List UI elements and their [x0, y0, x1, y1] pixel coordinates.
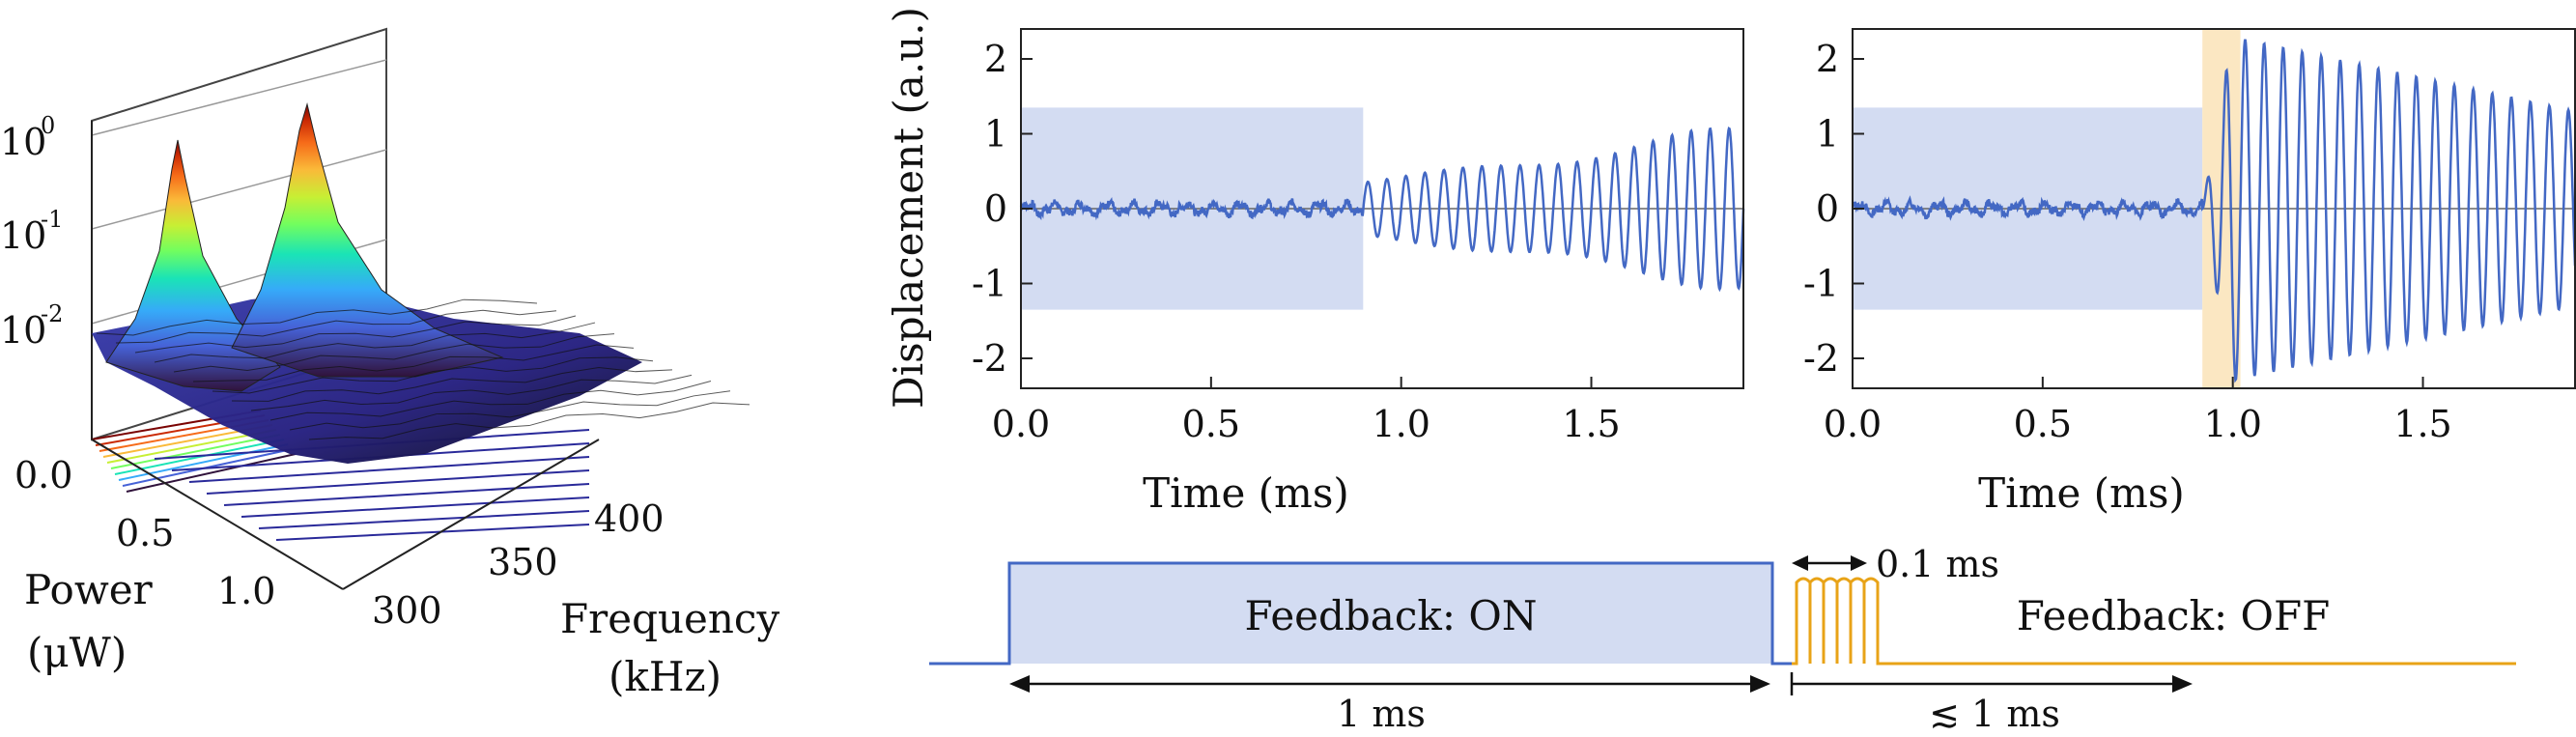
x-axis-label-line2: (kHz): [609, 653, 722, 700]
y-tick-label: -2: [972, 337, 1007, 380]
timing-diagram: Feedback: ON Feedback: OFF 0.1 ms 1 ms ≲…: [929, 543, 2516, 735]
x-tick-label: 400: [594, 497, 665, 540]
x-tick-label: 1.0: [1372, 403, 1430, 445]
arrowhead: [1792, 555, 1808, 571]
floor-projection-line: [206, 469, 590, 495]
y-tick-label: 0: [984, 187, 1007, 230]
mesh-line: [192, 344, 635, 383]
arrowhead: [1750, 675, 1770, 693]
mesh-line: [115, 309, 557, 344]
y-tick-label: 2: [984, 38, 1007, 80]
y-tick-label: 0.5: [116, 512, 174, 554]
surface-peak-2: [231, 102, 504, 378]
z-tick-exp: 0: [41, 112, 55, 139]
x-tick-label: 1.0: [2203, 403, 2261, 445]
feedback-on-box: [1009, 563, 1772, 664]
feedback-off-label: Feedback: OFF: [2017, 592, 2331, 639]
y-tick-label: 1: [984, 113, 1007, 156]
floor-projection-line: [258, 510, 590, 529]
y-tick-label: -2: [1803, 337, 1839, 380]
pulse-train: [1792, 577, 2516, 666]
floor-projection-line: [223, 483, 590, 506]
mesh-line: [269, 381, 712, 421]
y-tick-label: 2: [1816, 38, 1839, 80]
x-axis-label: Time (ms): [1978, 469, 2185, 517]
z-tick-label: 10 0: [0, 112, 55, 163]
x-tick-label: 0.0: [992, 403, 1050, 445]
on-duration-label: 1 ms: [1337, 693, 1426, 733]
mesh-line: [308, 402, 750, 440]
surface-mesh: [96, 298, 750, 440]
y-tick-label: 0: [1816, 187, 1839, 230]
arrowhead: [2172, 675, 2193, 693]
z-tick-label: 10 -2: [0, 300, 63, 352]
z-tick-exp: -1: [41, 206, 63, 233]
y-axis-label-line1: Power: [24, 566, 154, 613]
floor-projection-line: [114, 439, 285, 475]
floor-axis-y: [342, 439, 600, 590]
x-tick-label: 300: [372, 589, 442, 632]
data-series-line: [1019, 126, 1745, 293]
x-tick-label: 0.5: [1182, 403, 1240, 445]
floor-projection-line: [126, 453, 297, 493]
z-tick-base: 10: [0, 309, 46, 352]
floor-projection-line: [188, 456, 590, 483]
z-tick-exp: -2: [41, 300, 63, 327]
y-tick-label: 0.0: [14, 454, 72, 496]
floor-projection-line: [241, 496, 590, 518]
mesh-line: [231, 366, 673, 402]
mesh-line: [212, 356, 654, 394]
floor-projection-line: [110, 434, 281, 469]
mesh-line: [96, 298, 538, 336]
z-tick-base: 10: [0, 214, 46, 257]
mesh-line: [134, 315, 577, 354]
time-trace-feedback-on: 0.0 0.5 1.0 1.5 2 1 0 -1 -2: [972, 28, 1745, 445]
x-tick-label: 1.5: [1562, 403, 1620, 445]
data-series-line: [1852, 39, 2576, 383]
x-tick-label: 350: [488, 541, 558, 583]
y-tick-label: 1.0: [217, 570, 275, 612]
x-tick-label: 0.0: [1824, 403, 1882, 445]
time-trace-feedback-off: 0.0 0.5 1.0 1.5 2 1 0 -1 -2: [1803, 28, 2576, 445]
arrowhead: [1009, 675, 1030, 693]
x-axis-label-line1: Frequency: [560, 595, 779, 642]
mesh-line: [154, 322, 596, 363]
x-tick-label: 1.5: [2393, 403, 2451, 445]
mesh-line: [289, 390, 731, 431]
pulse-duration-label: 0.1 ms: [1876, 543, 1999, 585]
surface-peak-1: [105, 139, 281, 392]
mesh-line: [173, 333, 615, 373]
feedback-on-label: Feedback: ON: [1244, 592, 1537, 639]
floor-projection-line: [275, 524, 590, 541]
floor-projection-line: [118, 443, 289, 481]
feedback-on-trace: [929, 561, 1792, 666]
z-gridline: [91, 149, 387, 230]
y-axis-label: Displacement (a.u.): [885, 7, 932, 409]
off-duration-label: ≲ 1 ms: [1929, 693, 2060, 733]
y-tick-label: 1: [1816, 113, 1839, 156]
z-tick-base: 10: [0, 121, 46, 163]
z-gridline: [91, 59, 387, 136]
floor-axis-x: [91, 439, 344, 590]
y-tick-label: -1: [972, 263, 1007, 305]
mesh-line: [250, 374, 693, 411]
surface-plot: 10 0 10 -1 10 -2 0.0 0.5 1.0 Power (μW) …: [0, 27, 779, 700]
x-axis-label: Time (ms): [1143, 469, 1349, 517]
z-tick-label: 10 -1: [0, 206, 63, 257]
y-axis-label-line2: (μW): [27, 629, 127, 676]
arrowhead: [1851, 555, 1867, 571]
y-tick-label: -1: [1803, 263, 1839, 305]
x-tick-label: 0.5: [2014, 403, 2072, 445]
